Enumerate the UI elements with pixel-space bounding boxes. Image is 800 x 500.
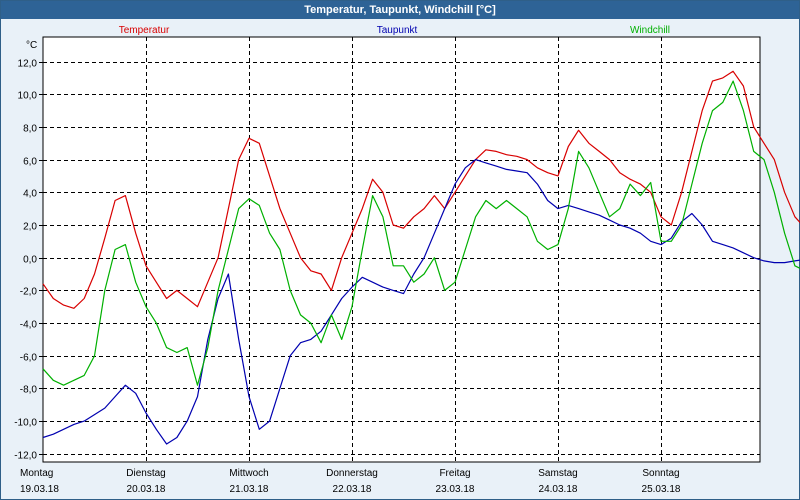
x-tick-date-label: 22.03.18: [333, 484, 372, 495]
x-tick-day-label: Freitag: [439, 468, 470, 479]
x-tick-day-label: Montag: [20, 468, 53, 479]
x-tick-date-label: 25.03.18: [642, 484, 681, 495]
y-tick-label: -8,0: [20, 385, 38, 396]
grid-lines: [43, 37, 760, 462]
y-tick-label: -12,0: [14, 451, 37, 462]
y-tick-label: -4,0: [20, 320, 38, 331]
y-tick-label: 12,0: [18, 59, 38, 70]
y-tick-label: 2,0: [23, 222, 37, 233]
chart-title: Temperatur, Taupunkt, Windchill [°C]: [1, 1, 799, 19]
y-tick-label: 8,0: [23, 124, 37, 135]
y-tick-label: -10,0: [14, 418, 37, 429]
y-tick-label: 4,0: [23, 189, 37, 200]
y-tick-label: 10,0: [18, 91, 38, 102]
x-tick-date-label: 23.03.18: [436, 484, 475, 495]
x-tick-date-label: 19.03.18: [20, 484, 59, 495]
y-tick-label: 6,0: [23, 157, 37, 168]
y-tick-label: 0,0: [23, 255, 37, 266]
x-tick-date-label: 21.03.18: [230, 484, 269, 495]
legend: Temperatur Taupunkt Windchill: [119, 25, 670, 36]
y-tick-label: -2,0: [20, 287, 38, 298]
legend-item-temperatur: Temperatur: [119, 25, 170, 36]
y-axis-label: °C: [26, 40, 37, 51]
x-tick-day-label: Donnerstag: [326, 468, 378, 479]
y-tick-label: -6,0: [20, 353, 38, 364]
x-tick-day-label: Samstag: [538, 468, 577, 479]
x-tick-date-label: 20.03.18: [127, 484, 166, 495]
y-axis-ticks: 12,0 10,0 8,0 6,0 4,0 2,0 0,0 -2,0 -4,0 -6,0 -8,0 -…: [14, 59, 43, 462]
x-tick-day-label: Sonntag: [642, 468, 679, 479]
legend-item-taupunkt: Taupunkt: [377, 25, 418, 36]
series-line-windchill: [42, 80, 800, 386]
plot-area: [42, 36, 761, 463]
legend-item-windchill: Windchill: [630, 25, 670, 36]
x-axis-ticks: Montag 19.03.18 Dienstag 20.03.18 Mittwoch 21…: [20, 468, 681, 495]
x-tick-date-label: 24.03.18: [539, 484, 578, 495]
series-line-taupunkt: [42, 159, 800, 445]
series-lines: [42, 70, 800, 445]
x-tick-day-label: Dienstag: [126, 468, 165, 479]
x-tick-day-label: Mittwoch: [229, 468, 268, 479]
series-line-temperatur: [42, 70, 800, 309]
